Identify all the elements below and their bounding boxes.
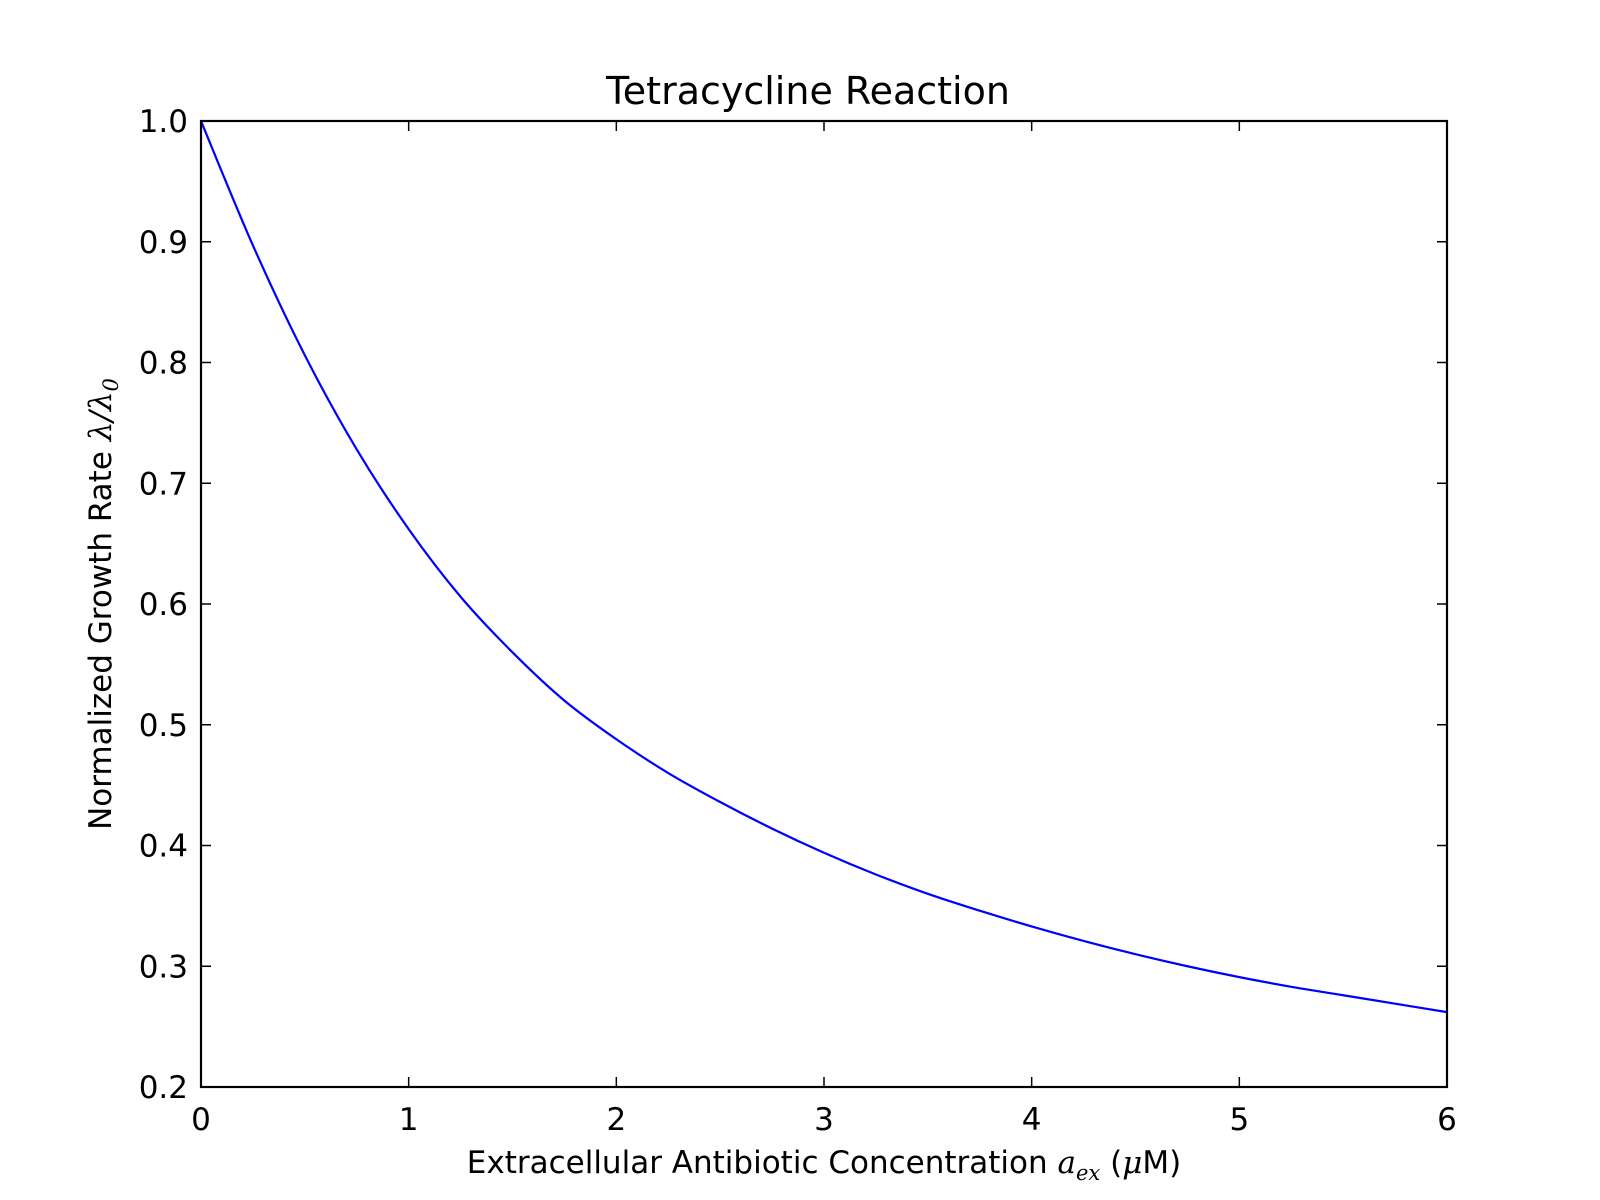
x-tick-label: 0 — [191, 1102, 211, 1138]
y-tick-label: 0.2 — [139, 1070, 188, 1106]
x-axis-label: Extracellular Antibiotic Concentration a… — [467, 1145, 1181, 1185]
x-tick-label: 2 — [606, 1102, 626, 1138]
series-line — [199, 120, 1448, 1014]
x-tick-label: 5 — [1229, 1102, 1249, 1138]
y-tick-label: 0.8 — [139, 346, 188, 382]
y-axis: 0.2 0.3 0.4 0.5 0.6 0.7 0.8 0.9 1.0 — [139, 104, 1447, 1106]
x-tick-label: 3 — [814, 1102, 834, 1138]
y-tick-label: 0.6 — [139, 587, 188, 623]
x-tick-label: 1 — [399, 1102, 419, 1138]
y-tick-label: 0.4 — [139, 829, 188, 865]
x-tick-label: 4 — [1022, 1102, 1042, 1138]
plot-frame — [199, 119, 1449, 1089]
y-axis-label: Normalized Growth Rate λ/λ0 — [83, 378, 123, 830]
y-tick-label: 0.9 — [139, 225, 188, 261]
y-tick-label: 0.7 — [139, 466, 188, 502]
y-tick-label: 0.5 — [139, 708, 188, 744]
y-tick-label: 1.0 — [139, 104, 188, 140]
chart-title: Tetracycline Reaction — [605, 69, 1010, 113]
y-tick-label: 0.3 — [139, 949, 188, 985]
x-tick-label: 6 — [1437, 1102, 1457, 1138]
